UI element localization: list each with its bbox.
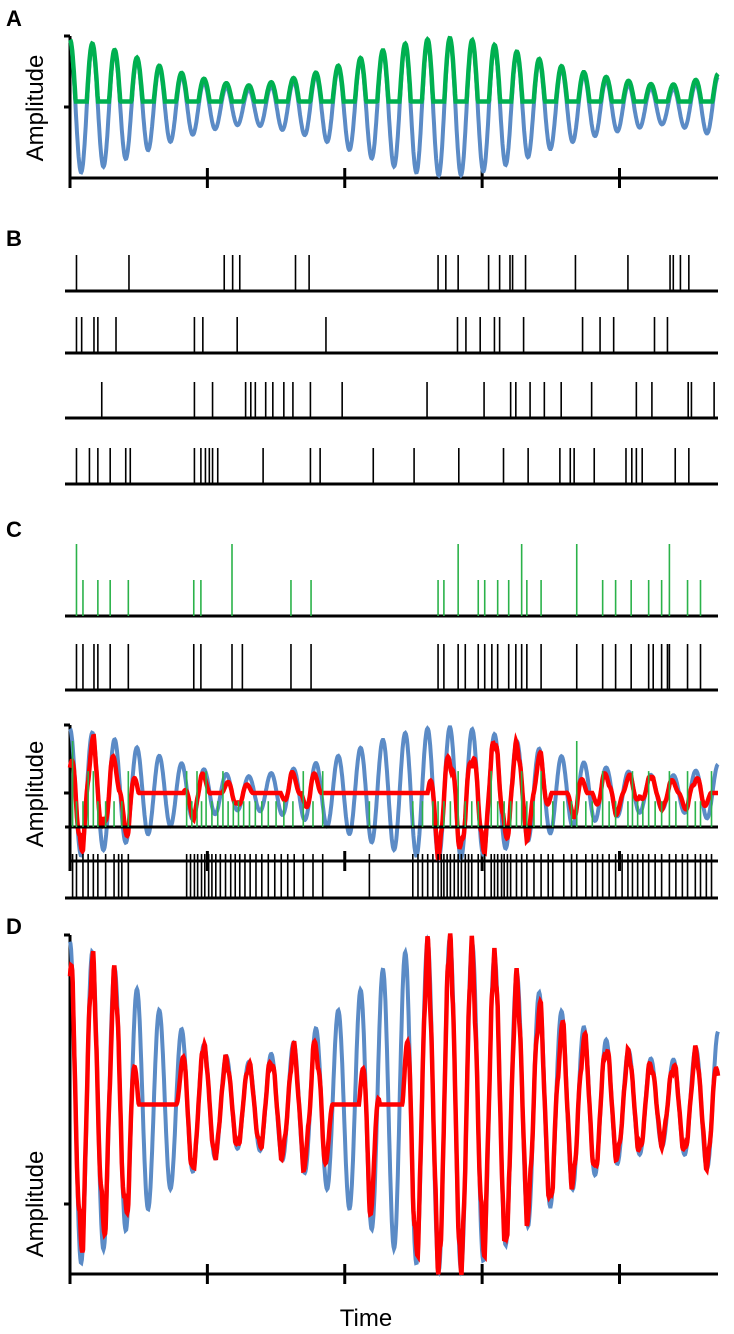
ylabel-c: Amplitude [22,741,49,848]
ylabel-d: Amplitude [22,1151,49,1258]
panel-letter-b: B [6,226,22,251]
panel-a-envelope-line [68,35,720,104]
panel-a-signal-line [68,36,720,179]
panel-letter-c: C [6,517,22,542]
panel-letter-d: D [6,914,22,939]
ylabel-a: Amplitude [22,55,49,162]
plot-layer [64,34,721,1284]
panel-letter-a: A [6,6,22,31]
panel-d-reconstruction-line [67,933,721,1276]
panel-c-reconstruction-line [67,732,718,861]
panel-c-signal-line [68,725,720,862]
xlabel-time: Time [340,1305,392,1332]
